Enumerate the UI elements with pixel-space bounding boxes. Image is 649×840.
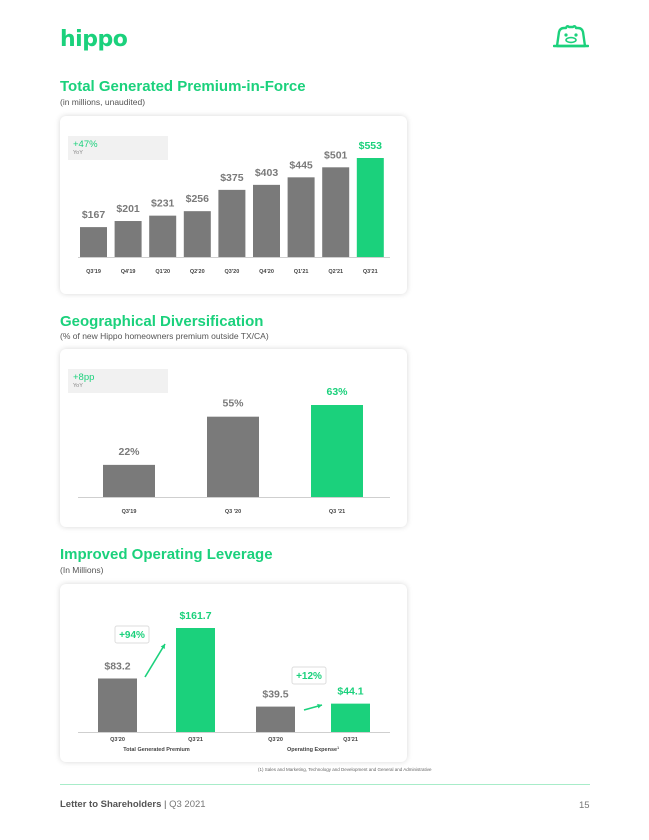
x-tick-label: Q3'21 bbox=[363, 269, 378, 275]
hippo-face-icon bbox=[553, 25, 589, 48]
page-number: 15 bbox=[579, 800, 590, 811]
hippo-logo: hippo bbox=[60, 27, 128, 52]
data-label: 22% bbox=[118, 446, 140, 458]
premium-bar bbox=[80, 227, 107, 257]
x-tick-label: Q2'20 bbox=[190, 269, 205, 275]
yoy-badge: +8pp YoY bbox=[68, 369, 168, 393]
data-label: $445 bbox=[289, 159, 313, 171]
data-label: $44.1 bbox=[337, 686, 363, 698]
leverage-bar-chart: $83.2 Q3'20 $161.7 Q3'21 Total Generated Pre… bbox=[78, 610, 390, 753]
x-tick-label: Q3'21 bbox=[343, 737, 358, 743]
data-label: $231 bbox=[151, 198, 175, 210]
data-label: $83.2 bbox=[104, 660, 130, 672]
premium-bar bbox=[322, 167, 350, 257]
yoy-badge: +47% YoY bbox=[68, 136, 168, 160]
data-label: $501 bbox=[324, 149, 348, 161]
geo-bar bbox=[103, 464, 155, 497]
arrow-head-icon bbox=[317, 703, 322, 709]
footer-divider bbox=[60, 784, 590, 785]
section-subtitle-premium: (in millions, unaudited) bbox=[60, 97, 146, 107]
x-tick-label: Q2'21 bbox=[328, 269, 343, 275]
premium-bar-chart: $167 Q3'19 $201 Q4'19 $231 Q1'20 $256 Q2'20 $375… bbox=[78, 140, 390, 275]
section-subtitle-leverage: (In Millions) bbox=[60, 565, 104, 575]
data-label: $256 bbox=[186, 193, 210, 205]
x-tick-label: Q3'20 bbox=[225, 269, 240, 275]
x-tick-label: Q4'19 bbox=[121, 269, 136, 275]
arrow-head-icon bbox=[160, 644, 165, 649]
geo-bar-chart: 22% Q3'19 55% Q3 '20 63% Q3 '21 bbox=[78, 386, 390, 515]
footer-doc-title: Letter to Shareholders bbox=[60, 799, 162, 810]
premium-bar bbox=[218, 189, 246, 257]
x-tick-label: Q1'20 bbox=[155, 269, 170, 275]
x-tick-label: Q3'20 bbox=[110, 737, 125, 743]
footnote: (1) Sales and Marketing, Technology and … bbox=[258, 767, 432, 772]
data-label: $161.7 bbox=[179, 610, 211, 622]
section-title-leverage: Improved Operating Leverage bbox=[60, 546, 273, 563]
yoy-value: +8pp bbox=[73, 372, 95, 383]
footer-quarter: Q3 2021 bbox=[169, 799, 206, 810]
yoy-label: YoY bbox=[73, 150, 83, 156]
geo-chart-card: +8pp YoY 22% Q3'19 55% Q3 '20 63% Q3 '21 bbox=[60, 349, 407, 527]
x-tick-label: Q3 '20 bbox=[225, 509, 241, 515]
x-tick-label: Q3'19 bbox=[122, 509, 137, 515]
yoy-label: YoY bbox=[73, 383, 83, 389]
geo-bar bbox=[207, 416, 259, 497]
change-value: +12% bbox=[296, 671, 322, 682]
change-badge bbox=[114, 625, 150, 644]
leverage-chart-card: $83.2 Q3'20 $161.7 Q3'21 Total Generated Pre… bbox=[60, 584, 407, 762]
leverage-bar bbox=[176, 628, 215, 732]
geo-bar bbox=[311, 405, 363, 497]
group-label: Total Generated Premium bbox=[123, 747, 190, 753]
data-label: $39.5 bbox=[262, 689, 288, 701]
group-label: Operating Expense1 bbox=[287, 746, 339, 753]
premium-bar bbox=[183, 211, 211, 257]
data-label: $403 bbox=[255, 167, 279, 179]
footer-separator: | bbox=[164, 799, 167, 810]
premium-bar bbox=[114, 221, 142, 257]
x-tick-label: Q3'21 bbox=[188, 737, 203, 743]
data-label: $201 bbox=[116, 203, 140, 215]
leverage-bar bbox=[256, 706, 295, 732]
leverage-bar bbox=[98, 678, 137, 732]
section-title-premium: Total Generated Premium-in-Force bbox=[60, 78, 306, 95]
x-tick-label: Q3 '21 bbox=[329, 509, 345, 515]
footnote-marker: 1 bbox=[337, 746, 339, 750]
premium-bar bbox=[253, 184, 280, 257]
change-badge bbox=[291, 666, 327, 685]
change-value: +94% bbox=[119, 630, 145, 641]
premium-bar bbox=[149, 215, 177, 257]
x-tick-label: Q4'20 bbox=[259, 269, 274, 275]
section-subtitle-geo: (% of new Hippo homeowners premium outsi… bbox=[60, 331, 269, 341]
data-label: 55% bbox=[222, 398, 244, 410]
footer-title: Letter to Shareholders | Q3 2021 bbox=[60, 799, 206, 810]
data-label: $167 bbox=[82, 209, 106, 221]
premium-bar bbox=[287, 177, 315, 257]
data-label: $375 bbox=[220, 172, 244, 184]
premium-chart-card: +47% YoY $167 Q3'19 $201 Q4'19 $231 Q1'20 $256… bbox=[60, 116, 407, 294]
x-tick-label: Q3'19 bbox=[86, 269, 101, 275]
x-tick-label: Q3'20 bbox=[268, 737, 283, 743]
data-label: $553 bbox=[359, 140, 383, 152]
trend-arrow-line bbox=[144, 643, 166, 678]
leverage-bar bbox=[331, 703, 370, 732]
data-label: 63% bbox=[326, 386, 348, 398]
premium-bar bbox=[356, 158, 384, 257]
x-tick-label: Q1'21 bbox=[294, 269, 309, 275]
yoy-value: +47% bbox=[73, 139, 98, 150]
section-title-geo: Geographical Diversification bbox=[60, 313, 264, 330]
